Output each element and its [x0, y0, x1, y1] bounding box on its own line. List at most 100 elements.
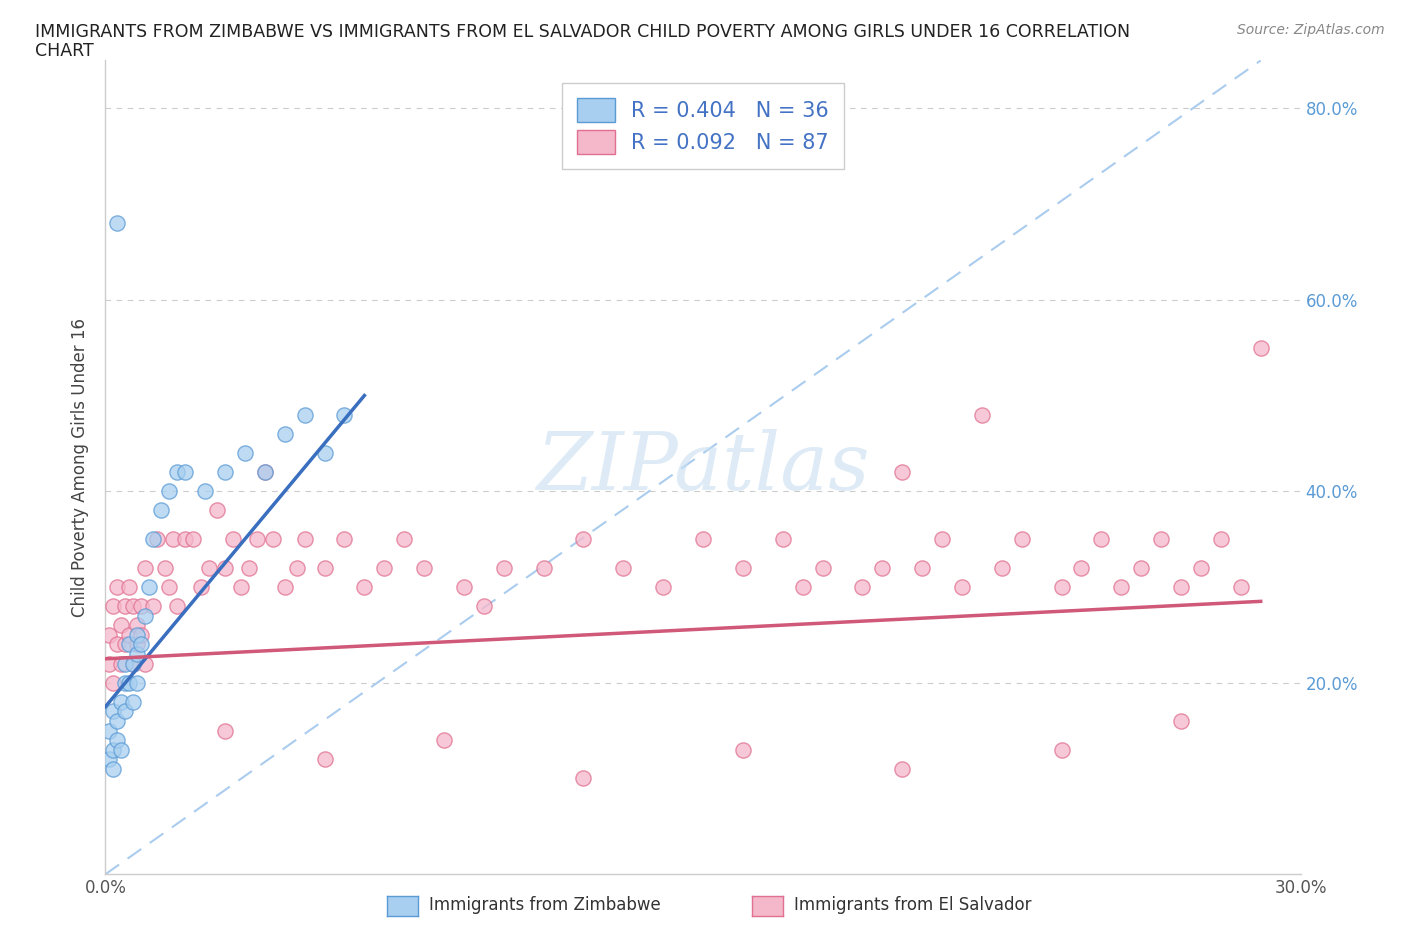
Point	[107, 713, 129, 728]
Point	[157, 579, 180, 594]
Point	[166, 465, 188, 480]
Point	[891, 762, 914, 777]
Point	[273, 579, 295, 594]
Point	[110, 618, 132, 632]
Text: CHART: CHART	[35, 42, 94, 60]
Point	[253, 465, 276, 480]
Point	[1170, 713, 1192, 728]
Point	[118, 637, 141, 652]
Point	[931, 532, 953, 547]
Point	[314, 751, 336, 766]
Point	[107, 216, 129, 231]
Point	[114, 675, 136, 690]
Point	[333, 407, 356, 422]
Point	[413, 561, 436, 576]
Point	[103, 742, 125, 757]
Point	[129, 637, 153, 652]
Point	[205, 503, 228, 518]
Point	[731, 561, 754, 576]
Point	[114, 599, 136, 614]
Point	[129, 599, 153, 614]
Point	[262, 532, 284, 547]
Point	[157, 484, 180, 498]
Point	[162, 532, 184, 547]
Point	[238, 561, 260, 576]
Point	[134, 608, 156, 623]
Point	[118, 579, 141, 594]
Point	[103, 599, 125, 614]
Point	[122, 599, 145, 614]
Point	[181, 532, 204, 547]
Point	[1150, 532, 1173, 547]
Point	[214, 561, 236, 576]
Point	[153, 561, 177, 576]
Point	[472, 599, 495, 614]
Point	[792, 579, 814, 594]
Point	[692, 532, 714, 547]
Point	[392, 532, 416, 547]
Point	[114, 637, 136, 652]
Point	[1011, 532, 1033, 547]
Point	[233, 445, 256, 460]
Point	[333, 532, 356, 547]
Point	[122, 657, 145, 671]
Point	[194, 484, 217, 498]
Point	[114, 657, 136, 671]
Point	[138, 579, 160, 594]
Point	[198, 561, 221, 576]
Point	[1209, 532, 1232, 547]
Text: ZIPatlas: ZIPatlas	[536, 429, 870, 506]
Point	[127, 618, 149, 632]
Point	[294, 532, 316, 547]
Point	[214, 724, 236, 738]
Point	[246, 532, 269, 547]
Point	[1111, 579, 1133, 594]
Point	[353, 579, 375, 594]
Point	[373, 561, 395, 576]
Point	[98, 628, 121, 643]
Text: IMMIGRANTS FROM ZIMBABWE VS IMMIGRANTS FROM EL SALVADOR CHILD POVERTY AMONG GIRL: IMMIGRANTS FROM ZIMBABWE VS IMMIGRANTS F…	[35, 23, 1130, 41]
Point	[970, 407, 993, 422]
Point	[103, 762, 125, 777]
Point	[1090, 532, 1112, 547]
Point	[98, 751, 121, 766]
Point	[1050, 742, 1073, 757]
Point	[98, 724, 121, 738]
Point	[652, 579, 675, 594]
Point	[1130, 561, 1153, 576]
Point	[114, 704, 136, 719]
Point	[103, 704, 125, 719]
Point	[110, 742, 132, 757]
Point	[142, 532, 165, 547]
Point	[129, 628, 153, 643]
Point	[314, 445, 336, 460]
Point	[273, 426, 295, 441]
Point	[146, 532, 169, 547]
Point	[811, 561, 834, 576]
Point	[1170, 579, 1192, 594]
Point	[453, 579, 475, 594]
Point	[214, 465, 236, 480]
Point	[229, 579, 252, 594]
Point	[433, 733, 456, 748]
Point	[122, 657, 145, 671]
Point	[772, 532, 794, 547]
Point	[174, 532, 197, 547]
Point	[1050, 579, 1073, 594]
Point	[572, 532, 595, 547]
Point	[134, 657, 156, 671]
Point	[533, 561, 555, 576]
Point	[98, 657, 121, 671]
Point	[1189, 561, 1212, 576]
Y-axis label: Child Poverty Among Girls Under 16: Child Poverty Among Girls Under 16	[72, 318, 90, 617]
Point	[1229, 579, 1251, 594]
Point	[110, 657, 132, 671]
Point	[222, 532, 245, 547]
Point	[891, 465, 914, 480]
Point	[851, 579, 873, 594]
Point	[150, 503, 173, 518]
Point	[118, 628, 141, 643]
Point	[731, 742, 754, 757]
Point	[134, 561, 156, 576]
Point	[612, 561, 634, 576]
